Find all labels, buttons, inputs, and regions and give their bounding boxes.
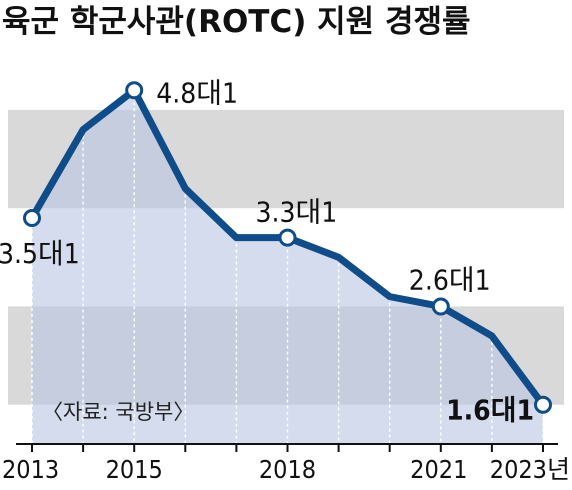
marker-2018 xyxy=(278,228,297,247)
x-tick-labels: 2013 2015 2018 2021 2023년 xyxy=(2,455,570,484)
marker-2013 xyxy=(23,209,41,228)
data-label-2018: 3.3대1 xyxy=(256,196,338,229)
x-ticks xyxy=(31,444,544,452)
x-tick-label-2013: 2013 xyxy=(2,455,59,484)
x-tick-label-2015: 2015 xyxy=(106,455,163,484)
area-fill xyxy=(32,90,543,445)
data-label-2013: 3.5대1 xyxy=(0,237,80,270)
x-tick-label-2018: 2018 xyxy=(259,455,316,484)
x-tick-label-2023: 2023년 xyxy=(490,455,570,484)
data-label-2015: 4.8대1 xyxy=(156,76,238,109)
chart-title: 육군 학군사관(ROTC) 지원 경쟁률 xyxy=(2,4,471,40)
data-labels: 3.5대1 4.8대1 3.3대1 2.6대1 1.6대1 xyxy=(0,76,534,426)
source-note: 〈자료: 국방부〉 xyxy=(42,400,194,424)
data-label-2021: 2.6대1 xyxy=(409,263,491,296)
x-tick-label-2021: 2021 xyxy=(410,455,467,484)
data-label-2023: 1.6대1 xyxy=(446,394,534,427)
markers xyxy=(23,81,552,414)
marker-2021 xyxy=(431,297,450,316)
marker-2023 xyxy=(534,395,552,414)
marker-2015 xyxy=(125,81,144,100)
